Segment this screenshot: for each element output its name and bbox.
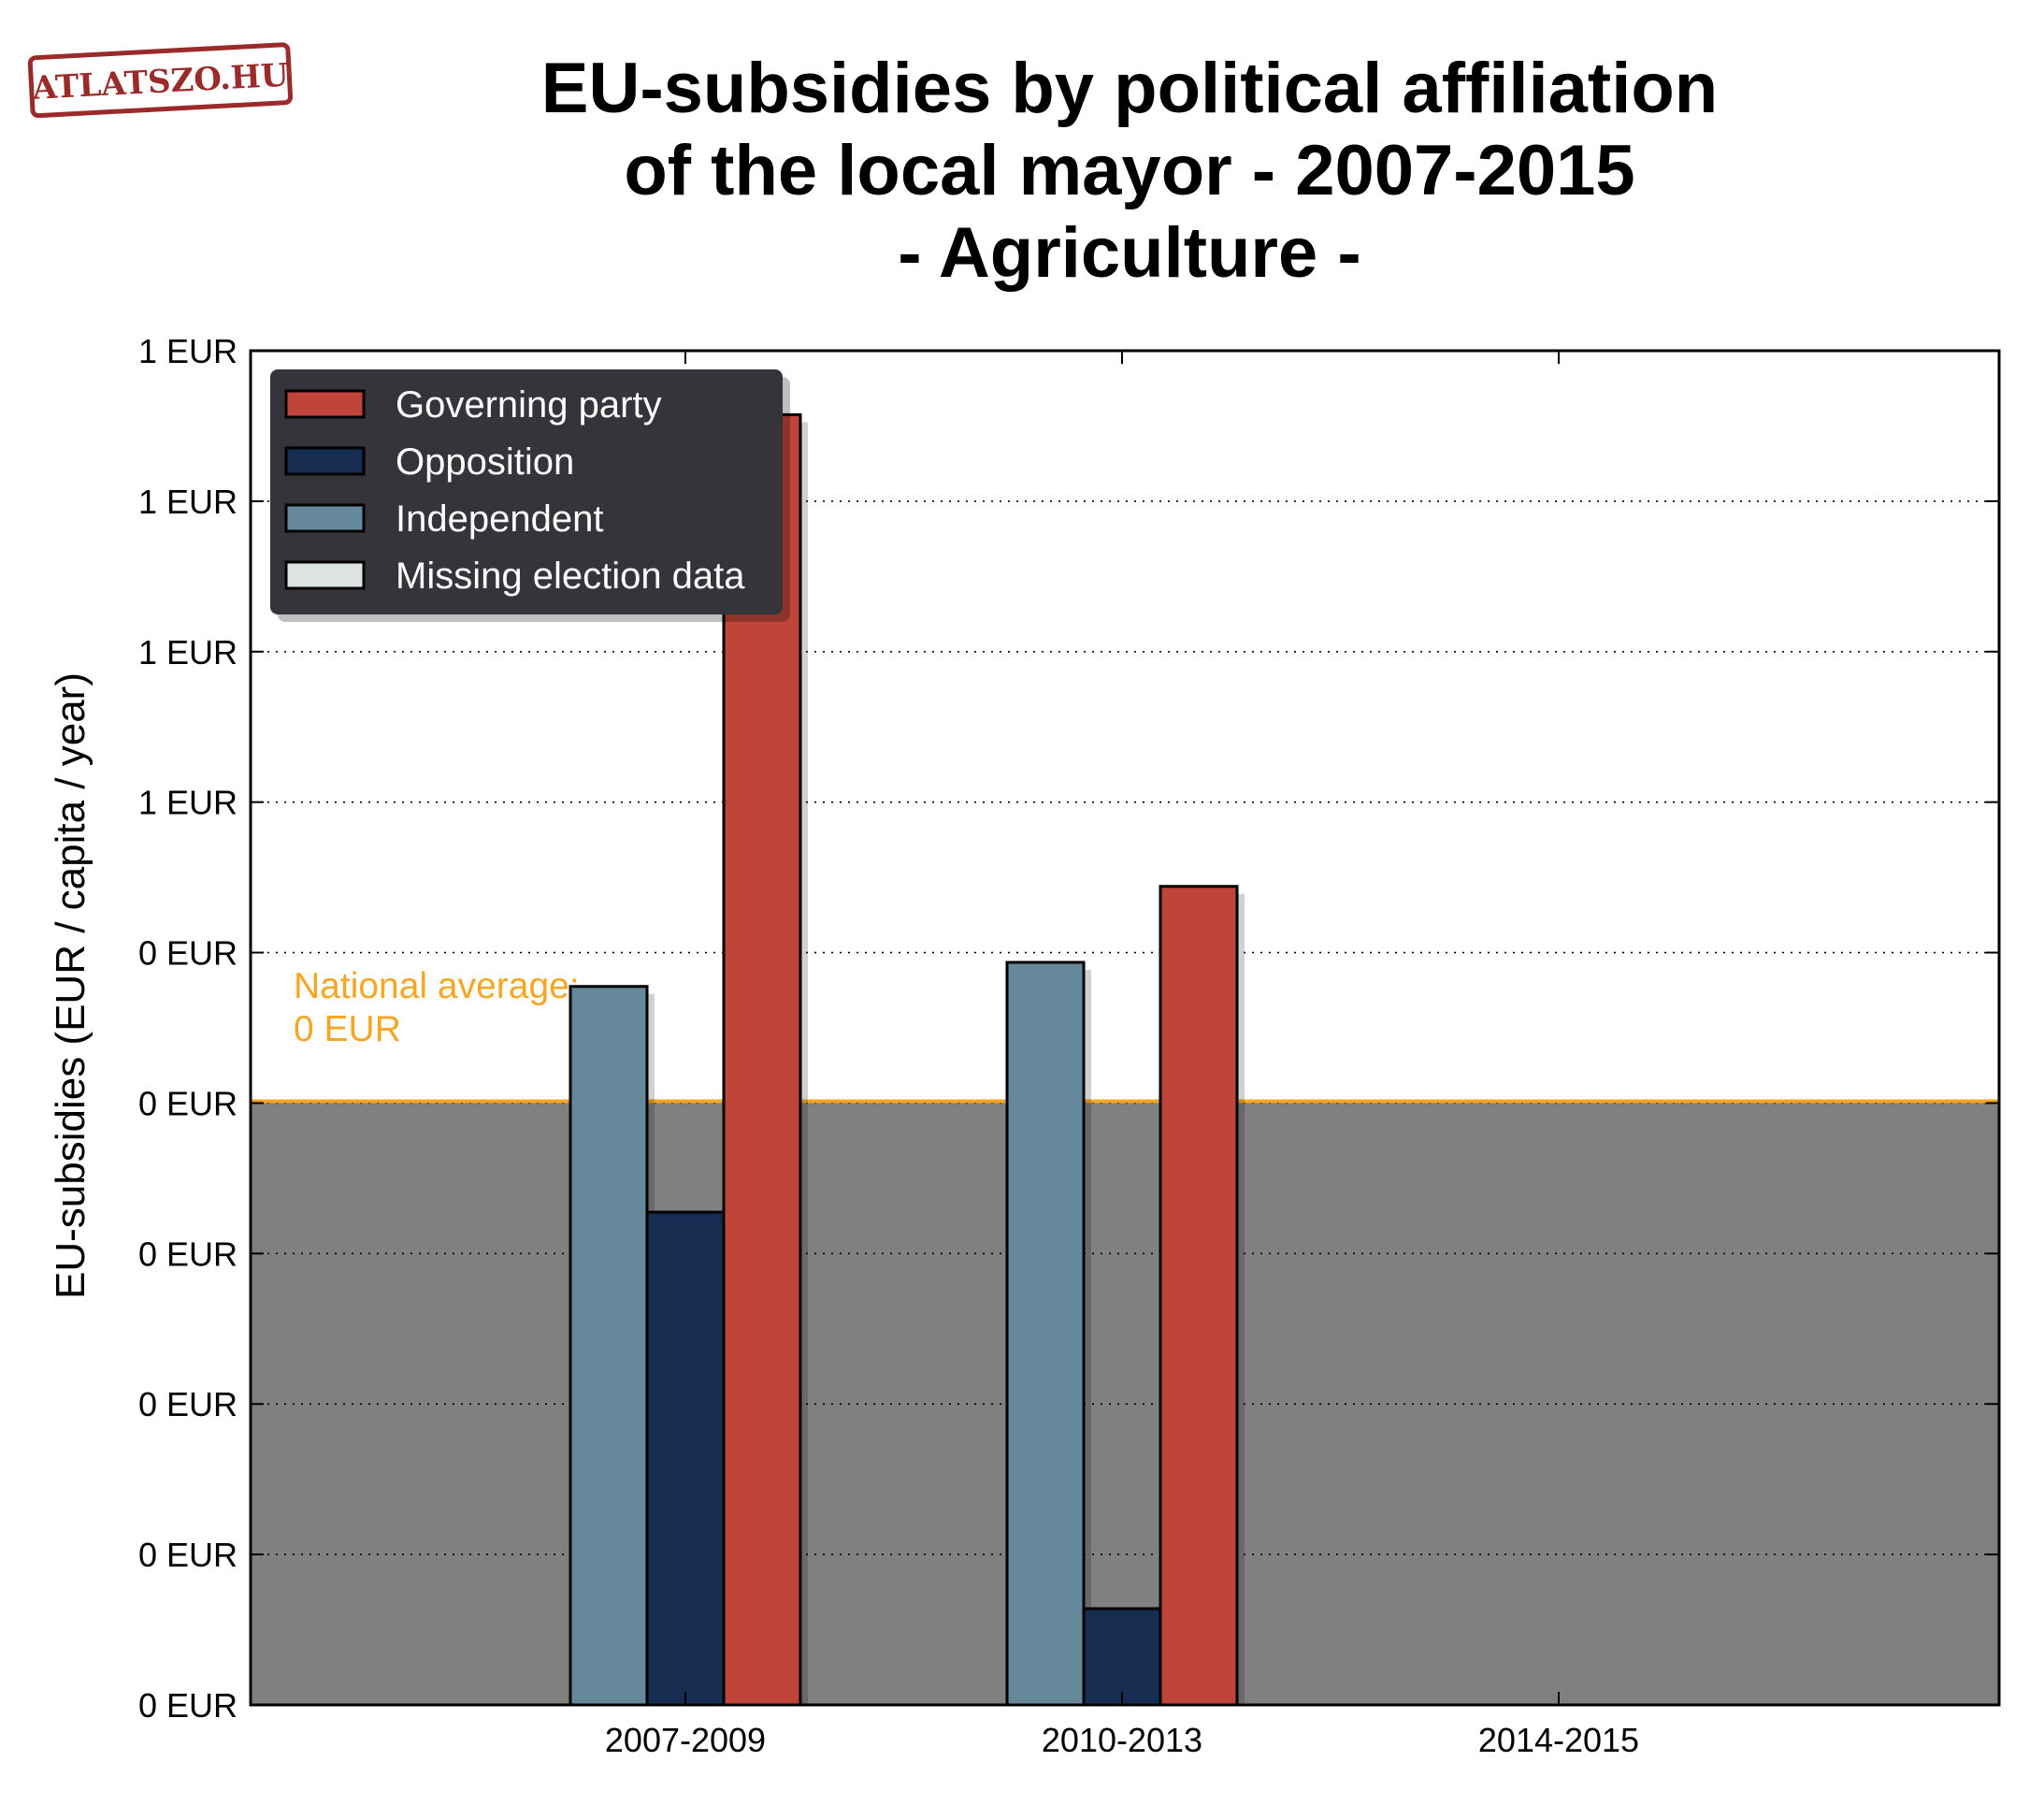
legend: Governing party Opposition Independent Miss…	[270, 369, 790, 622]
y-axis-label: EU-subsidies (EUR / capita / year)	[48, 672, 94, 1299]
y-tick-label-5: 0 EUR	[138, 934, 238, 973]
chart-title-line-3: - Agriculture -	[898, 213, 1360, 293]
bar-independent-2010-2013	[1005, 960, 1086, 1707]
legend-box	[270, 369, 783, 614]
logo-text: ATLATSZO.HU	[31, 57, 290, 108]
legend-label-independent: Independent	[396, 498, 603, 540]
x-tick-label-2014-2015: 2014-2015	[1478, 1721, 1639, 1759]
chart-title-line-1: EU-subsidies by political affiliation	[541, 49, 1718, 128]
y-tick-label-1: 0 EUR	[138, 1536, 238, 1574]
y-tick-label-2: 0 EUR	[138, 1385, 238, 1423]
tick-labels: 0 EUR 0 EUR 0 EUR 0 EUR 0 EUR 0 EUR 1 EUR 1 EUR…	[138, 332, 1999, 1759]
y-tick-label-3: 0 EUR	[138, 1235, 238, 1273]
bar-independent-2007-2009	[569, 985, 649, 1707]
atlatszo-logo: ATLATSZO.HU	[27, 42, 294, 119]
chart-title-line-2: of the local mayor - 2007-2015	[624, 131, 1634, 210]
y-tick-label-7: 1 EUR	[138, 633, 238, 671]
bar-governing-2010-2013	[1159, 885, 1239, 1707]
legend-label-governing: Governing party	[396, 384, 662, 426]
legend-swatch-independent	[284, 503, 366, 533]
bars	[569, 412, 1245, 1707]
x-tick-label-2010-2013: 2010-2013	[1042, 1721, 1202, 1759]
bar-opposition-2007-2009	[645, 1210, 726, 1707]
national-average-label-line-2: 0 EUR	[294, 1009, 401, 1049]
bar-governing-2007-2009	[722, 412, 802, 1707]
y-tick-label-8: 1 EUR	[138, 483, 238, 521]
y-tick-label-9: 1 EUR	[138, 332, 238, 370]
national-average: National average:0 EUR	[251, 966, 1999, 1104]
national-average-label-line-1: National average:	[294, 966, 580, 1006]
x-tick-label-2007-2009: 2007-2009	[605, 1721, 766, 1759]
legend-label-missing: Missing election data	[396, 556, 745, 597]
logo-border	[27, 42, 294, 119]
legend-label-opposition: Opposition	[396, 441, 574, 483]
axes	[249, 349, 2001, 1707]
legend-swatch-missing	[284, 560, 366, 590]
plot-frame	[249, 349, 2001, 1707]
y-tick-label-4: 0 EUR	[138, 1084, 238, 1122]
legend-swatch-governing	[284, 389, 366, 419]
bar-opposition-2010-2013	[1082, 1607, 1162, 1707]
y-tick-label-6: 1 EUR	[138, 784, 238, 822]
y-tick-label-0: 0 EUR	[138, 1686, 238, 1725]
legend-swatch-opposition	[284, 446, 366, 476]
